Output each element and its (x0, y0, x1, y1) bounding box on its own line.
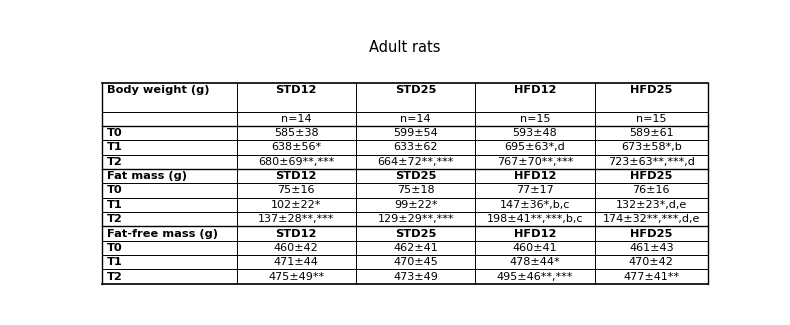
Text: 638±56*: 638±56* (271, 142, 322, 152)
Text: Fat-free mass (g): Fat-free mass (g) (107, 228, 218, 239)
Text: HFD12: HFD12 (514, 228, 556, 239)
Text: T0: T0 (107, 243, 122, 253)
Text: HFD25: HFD25 (630, 228, 672, 239)
Text: 174±32**,***,d,e: 174±32**,***,d,e (603, 214, 700, 224)
Text: Body weight (g): Body weight (g) (107, 85, 209, 95)
Text: 132±23*,d,e: 132±23*,d,e (615, 200, 687, 210)
Text: 75±18: 75±18 (397, 186, 434, 195)
Text: 589±61: 589±61 (629, 128, 674, 138)
Text: STD12: STD12 (276, 171, 317, 181)
Text: STD25: STD25 (395, 228, 436, 239)
Text: 460±41: 460±41 (513, 243, 557, 253)
Text: n=15: n=15 (520, 114, 550, 124)
Text: n=14: n=14 (281, 114, 311, 124)
Text: 767±70**,***: 767±70**,*** (497, 157, 574, 167)
Text: 695±63*,d: 695±63*,d (505, 142, 566, 152)
Text: 593±48: 593±48 (513, 128, 558, 138)
Text: 470±45: 470±45 (393, 257, 438, 267)
Text: T2: T2 (107, 214, 122, 224)
Text: 77±17: 77±17 (516, 186, 554, 195)
Text: STD12: STD12 (276, 228, 317, 239)
Text: HFD25: HFD25 (630, 171, 672, 181)
Text: Adult rats: Adult rats (369, 40, 441, 55)
Text: STD25: STD25 (395, 85, 436, 95)
Text: 470±42: 470±42 (629, 257, 674, 267)
Text: HFD25: HFD25 (630, 85, 672, 95)
Text: T0: T0 (107, 128, 122, 138)
Text: n=15: n=15 (636, 114, 667, 124)
Text: 585±38: 585±38 (274, 128, 318, 138)
Text: T2: T2 (107, 157, 122, 167)
Text: 599±54: 599±54 (393, 128, 438, 138)
Text: 198±41**,***,b,c: 198±41**,***,b,c (487, 214, 583, 224)
Text: 75±16: 75±16 (277, 186, 315, 195)
Text: 462±41: 462±41 (393, 243, 438, 253)
Text: T1: T1 (107, 257, 122, 267)
Text: 673±58*,b: 673±58*,b (621, 142, 682, 152)
Text: 102±22*: 102±22* (271, 200, 322, 210)
Text: STD25: STD25 (395, 171, 436, 181)
Text: 460±42: 460±42 (274, 243, 318, 253)
Text: n=14: n=14 (401, 114, 431, 124)
Text: STD12: STD12 (276, 85, 317, 95)
Text: 471±44: 471±44 (274, 257, 318, 267)
Text: T0: T0 (107, 186, 122, 195)
Text: 633±62: 633±62 (393, 142, 438, 152)
Text: 664±72**,***: 664±72**,*** (378, 157, 453, 167)
Text: T1: T1 (107, 142, 122, 152)
Text: Fat mass (g): Fat mass (g) (107, 171, 186, 181)
Text: 680±69**,***: 680±69**,*** (258, 157, 334, 167)
Text: T2: T2 (107, 272, 122, 281)
Text: 129±29**,***: 129±29**,*** (378, 214, 453, 224)
Text: 495±46**,***: 495±46**,*** (497, 272, 574, 281)
Text: 461±43: 461±43 (629, 243, 674, 253)
Text: HFD12: HFD12 (514, 85, 556, 95)
Text: 137±28**,***: 137±28**,*** (258, 214, 334, 224)
Text: 147±36*,b,c: 147±36*,b,c (500, 200, 570, 210)
Text: T1: T1 (107, 200, 122, 210)
Text: 473±49: 473±49 (393, 272, 438, 281)
Text: 99±22*: 99±22* (394, 200, 438, 210)
Text: 76±16: 76±16 (633, 186, 670, 195)
Text: HFD12: HFD12 (514, 171, 556, 181)
Text: 723±63**,***,d: 723±63**,***,d (608, 157, 694, 167)
Text: 477±41**: 477±41** (623, 272, 679, 281)
Text: 478±44*: 478±44* (510, 257, 560, 267)
Text: 475±49**: 475±49** (268, 272, 324, 281)
